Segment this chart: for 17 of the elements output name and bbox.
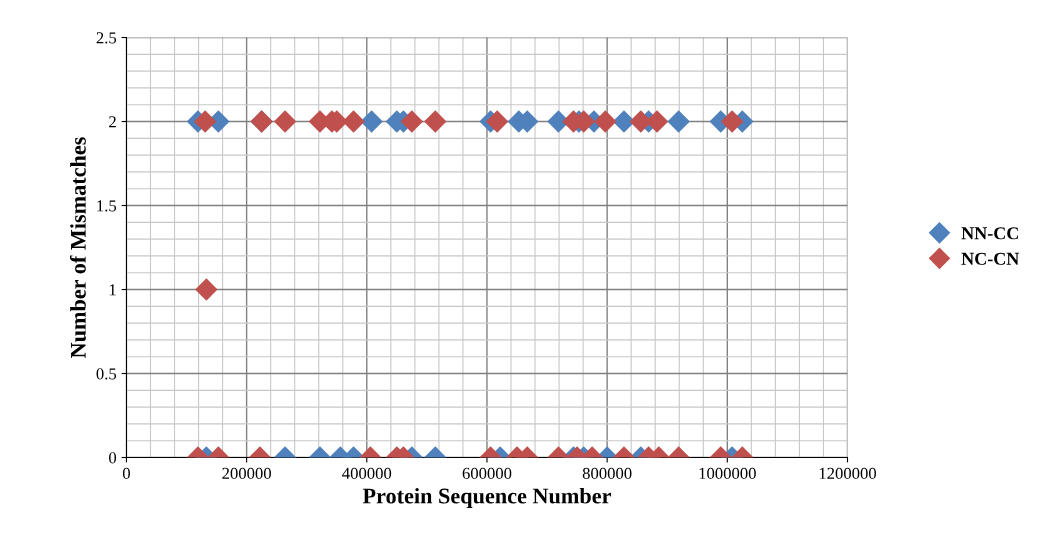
y-tick-label: 0.5 (96, 368, 117, 380)
x-axis-title: Protein Sequence Number (362, 487, 611, 509)
legend-label: NC-CN (961, 252, 1020, 265)
x-tick-label: 0 (122, 467, 130, 479)
x-tick-label: 1200000 (819, 467, 877, 479)
y-tick-label: 0 (109, 452, 117, 464)
x-tick-label: 800000 (582, 467, 632, 479)
y-tick-label: 2 (109, 116, 116, 128)
y-axis-title: Number of Mismatches (69, 137, 86, 358)
x-tick-label: 400000 (342, 467, 392, 479)
y-tick-label: 1 (109, 284, 116, 296)
legend-label: NN-CC (961, 227, 1018, 240)
x-tick-label: 600000 (462, 467, 512, 479)
y-tick-label: 2.5 (96, 32, 117, 44)
x-tick-label: 200000 (222, 467, 271, 479)
x-tick-label: 1000000 (699, 467, 756, 479)
y-tick-label: 1.5 (97, 200, 117, 212)
